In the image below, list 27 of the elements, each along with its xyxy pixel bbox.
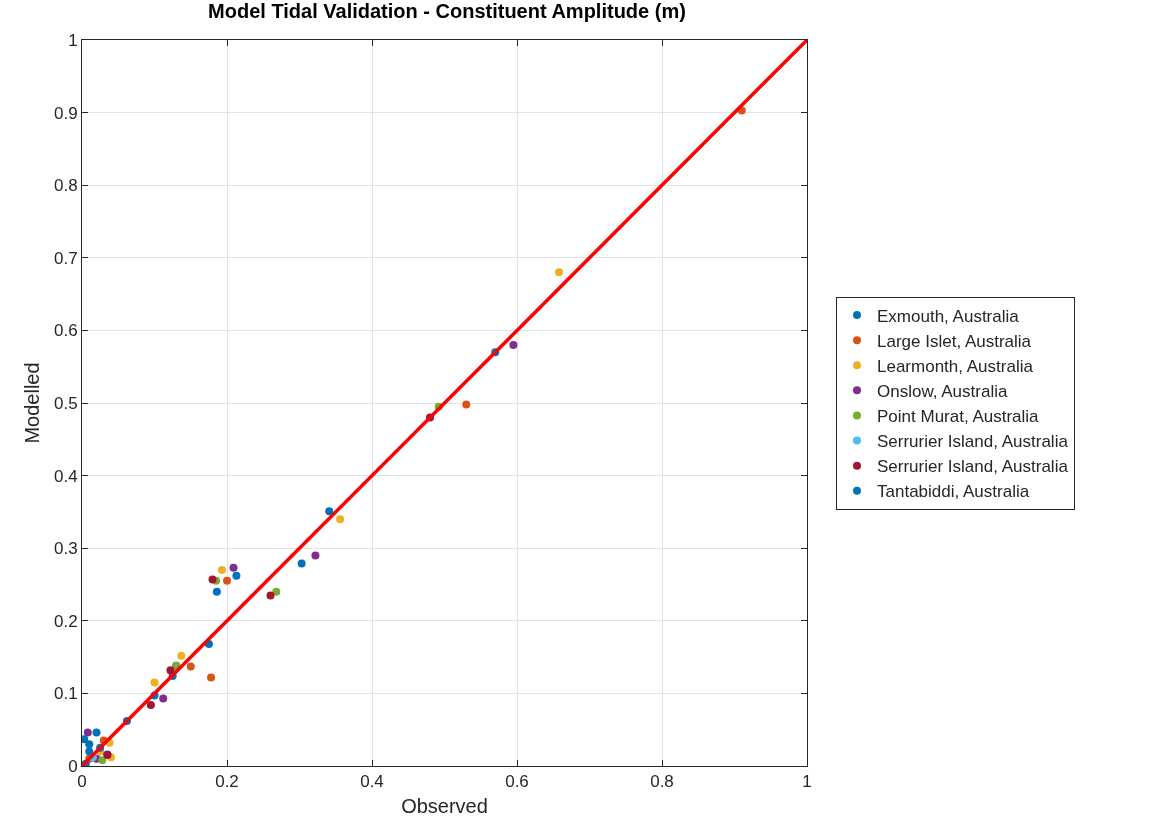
- y-tick-label: 0.3: [53, 539, 78, 559]
- legend-label: Large Islet, Australia: [877, 331, 1032, 351]
- x-tick-label: 0.6: [505, 772, 529, 792]
- legend-label: Serrurier Island, Australia: [877, 432, 1069, 452]
- x-tick-label: 1: [802, 772, 812, 792]
- y-tick-label: 0.2: [53, 611, 78, 631]
- y-tick-label: 0.5: [53, 393, 78, 413]
- x-tick-label: 0.8: [650, 772, 674, 792]
- legend-label: Onslow, Australia: [877, 381, 1008, 401]
- y-tick-label: 0.8: [53, 176, 78, 196]
- y-tick-label: 0.1: [53, 684, 78, 704]
- x-tick-label: 0.2: [215, 772, 239, 792]
- legend-label: Point Murat, Australia: [877, 407, 1040, 427]
- x-tick-label: 0.4: [360, 772, 384, 792]
- legend-label: Serrurier Island, Australia: [877, 457, 1069, 477]
- x-axis-title: Observed: [401, 794, 488, 817]
- y-axis-title: Modelled: [21, 362, 44, 444]
- y-tick-label: 0.9: [53, 103, 78, 123]
- y-tick-label: 1: [68, 30, 78, 50]
- y-tick-label: 0: [68, 756, 78, 776]
- chart-title: Model Tidal Validation - Constituent Amplitude (m): [208, 0, 686, 23]
- legend-label: Exmouth, Australia: [877, 306, 1020, 326]
- legend-label: Learmonth, Australia: [877, 356, 1034, 376]
- y-tick-label: 0.7: [53, 248, 78, 268]
- y-tick-label: 0.4: [53, 466, 78, 486]
- y-tick-label: 0.6: [53, 321, 78, 341]
- legend-label: Tantabiddi, Australia: [877, 482, 1030, 502]
